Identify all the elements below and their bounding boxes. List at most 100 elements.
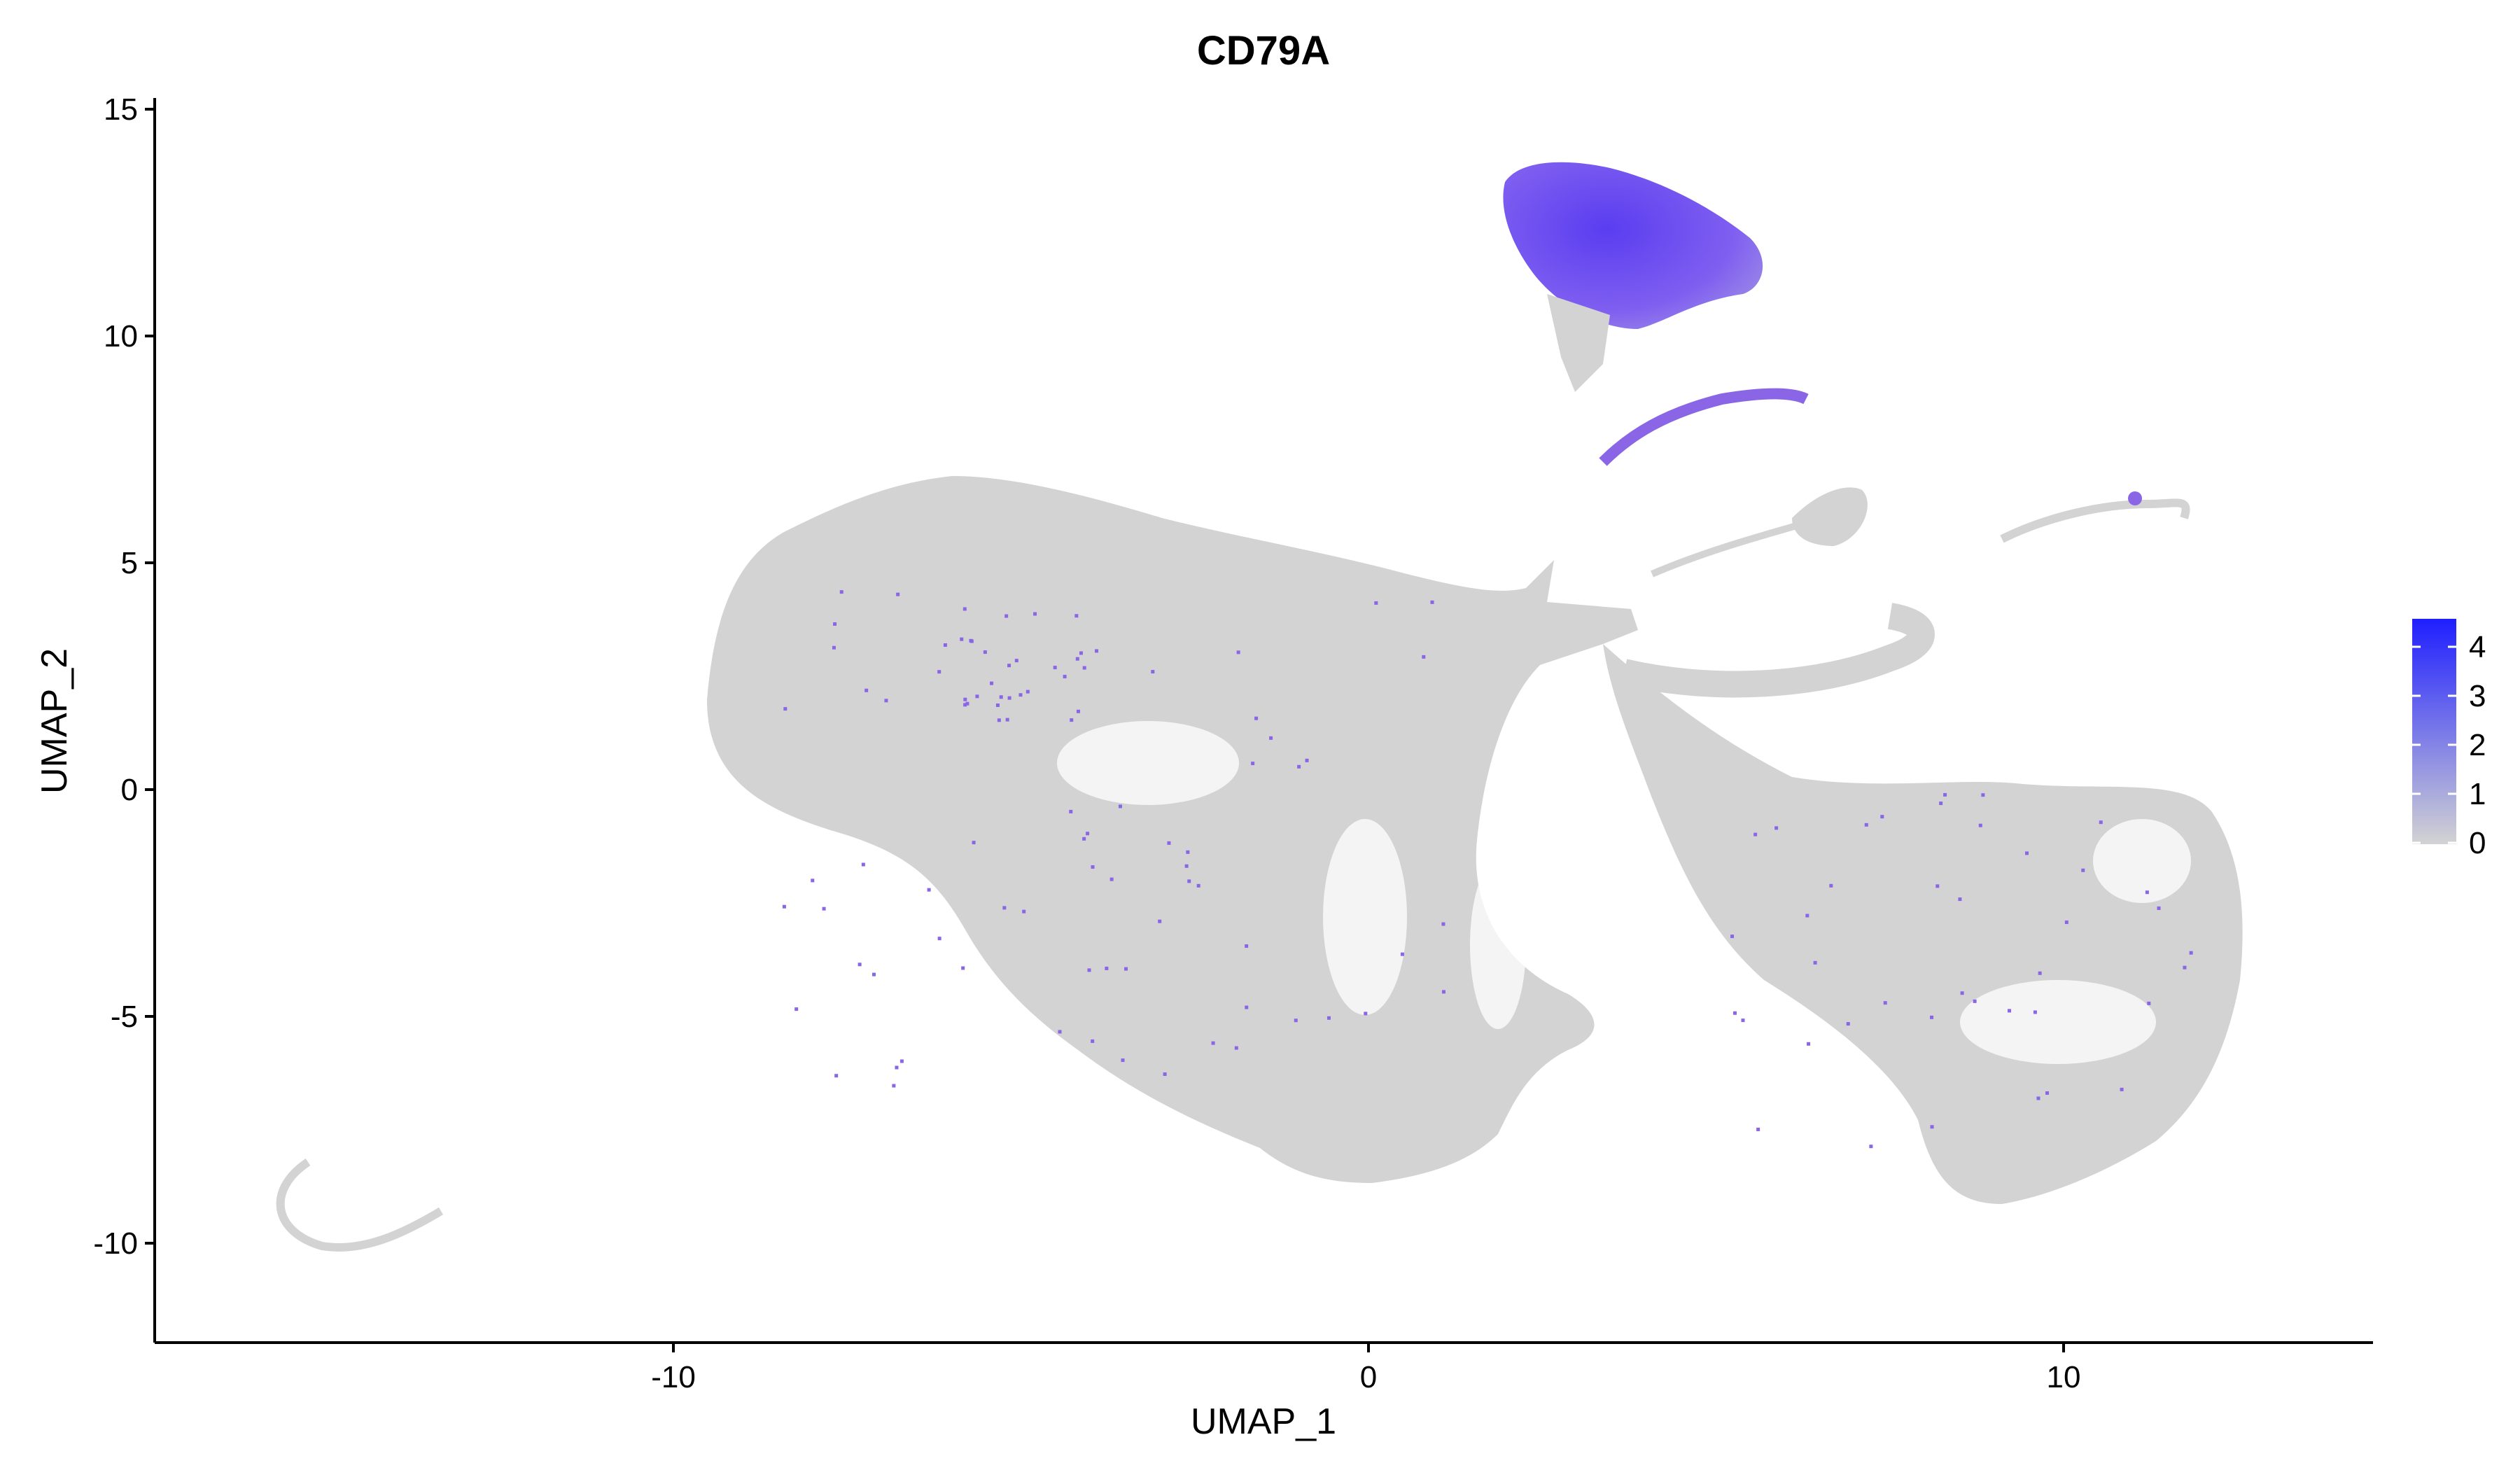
colorbar-legend: 0 1 2 3 4: [2412, 619, 2486, 860]
expression-dot: [1091, 1039, 1095, 1043]
expression-dot: [1158, 919, 1162, 923]
cluster-top-b-cells: [1503, 162, 1763, 329]
expression-dot: [892, 1084, 896, 1088]
expression-dot: [1251, 762, 1255, 766]
expression-dot: [1305, 758, 1309, 762]
expression-dot: [1973, 999, 1977, 1003]
expression-dot: [1105, 966, 1109, 970]
expression-dot: [1022, 909, 1026, 913]
expression-dot: [1326, 1016, 1331, 1020]
expression-dot: [1063, 675, 1067, 679]
expression-dot: [1002, 906, 1007, 910]
expression-dot: [1234, 1046, 1238, 1050]
expression-dot: [1364, 1011, 1368, 1016]
umap-clusters: [276, 162, 2243, 1252]
expression-dot: [1374, 601, 1378, 605]
cluster-thin-line: [1651, 522, 1800, 578]
expression-dot: [2036, 1096, 2040, 1100]
cluster-right-arc: [1620, 603, 1935, 698]
expression-dot: [1184, 864, 1189, 868]
colorbar-tick-label: 2: [2469, 728, 2486, 762]
expression-dot: [1846, 1022, 1850, 1026]
y-axis-label: UMAP_2: [34, 648, 75, 794]
expression-dot: [839, 590, 844, 594]
y-tick-label: -5: [111, 1000, 138, 1034]
expression-dot: [983, 650, 987, 654]
expression-dot: [1939, 802, 1943, 806]
expression-dot: [1422, 654, 1426, 659]
expression-dot: [2157, 906, 2161, 910]
expression-dot: [2008, 1009, 2012, 1013]
expression-dot: [1095, 649, 1099, 653]
expression-dot: [963, 703, 967, 707]
expression-dot: [834, 1074, 839, 1078]
expression-dot: [1774, 826, 1779, 830]
expression-dot: [1163, 1072, 1167, 1077]
expression-dot: [782, 904, 786, 909]
expression-dot: [1004, 614, 1009, 618]
expression-dot: [2183, 965, 2187, 969]
expression-dot: [1124, 967, 1128, 971]
expression-dot: [969, 639, 974, 643]
expression-dot: [1883, 1001, 1887, 1005]
expression-dot: [960, 637, 964, 641]
expression-dot: [1236, 650, 1240, 654]
expression-dot: [1935, 884, 1940, 888]
expression-dot: [1074, 614, 1079, 618]
cluster-far-right: [2000, 498, 2190, 543]
expression-dot: [1196, 883, 1200, 888]
expression-dot: [899, 1059, 904, 1063]
expression-dot: [1076, 709, 1080, 713]
expression-dot: [990, 681, 994, 685]
expression-dot: [1805, 913, 1809, 918]
expression-dot: [1978, 823, 1982, 827]
colorbar-tick-label: 4: [2469, 630, 2486, 664]
x-tick-label: 10: [2047, 1360, 2081, 1394]
expression-dot: [2045, 1091, 2050, 1096]
colorbar-tick-label: 0: [2469, 826, 2486, 860]
expression-dot: [2024, 851, 2029, 855]
expression-dot: [1118, 804, 1122, 808]
expression-dot: [999, 695, 1003, 699]
cluster-right-body: [1603, 644, 2243, 1204]
expression-dot: [1754, 832, 1758, 836]
expression-dot: [1869, 1144, 1873, 1149]
expression-dot: [2064, 920, 2068, 925]
expression-dot: [1730, 934, 1735, 939]
expression-dot: [1075, 657, 1079, 661]
expression-dot: [1033, 612, 1037, 616]
expression-dot: [1807, 1042, 1811, 1046]
expression-dot: [1082, 836, 1086, 841]
expression-dot: [884, 699, 888, 703]
colorbar-tick-label: 1: [2469, 777, 2486, 811]
x-tick-label: 0: [1360, 1360, 1377, 1394]
expression-dot: [963, 697, 967, 701]
expression-dot: [2099, 820, 2103, 825]
expression-dot: [1958, 897, 1962, 902]
expression-dot: [1079, 651, 1083, 655]
expression-dot: [1058, 1030, 1062, 1034]
expression-dot: [1121, 1058, 1125, 1063]
y-tick-label: -10: [93, 1226, 138, 1261]
expression-dot: [997, 718, 1001, 722]
cluster-upper-connector: [1792, 487, 1868, 546]
y-tick-label: 10: [104, 319, 138, 354]
expression-dot: [811, 878, 815, 883]
expression-dot: [1732, 1011, 1737, 1015]
expression-dot: [1151, 670, 1155, 674]
expression-dot: [822, 906, 826, 911]
expression-dot: [2081, 868, 2085, 872]
expression-dot: [2033, 1010, 2037, 1014]
expression-dot: [1430, 600, 1434, 604]
x-axis-label: UMAP_1: [1191, 1401, 1336, 1442]
expression-dot: [1441, 990, 1446, 994]
expression-dot: [1813, 960, 1817, 965]
expression-dot: [833, 622, 837, 626]
expression-dots: [782, 590, 2193, 1149]
expression-dot: [1018, 693, 1023, 697]
x-tick-label: -10: [651, 1360, 696, 1394]
expression-dot: [1441, 922, 1446, 926]
expression-dot: [832, 645, 836, 650]
expression-dot: [2189, 951, 2193, 955]
